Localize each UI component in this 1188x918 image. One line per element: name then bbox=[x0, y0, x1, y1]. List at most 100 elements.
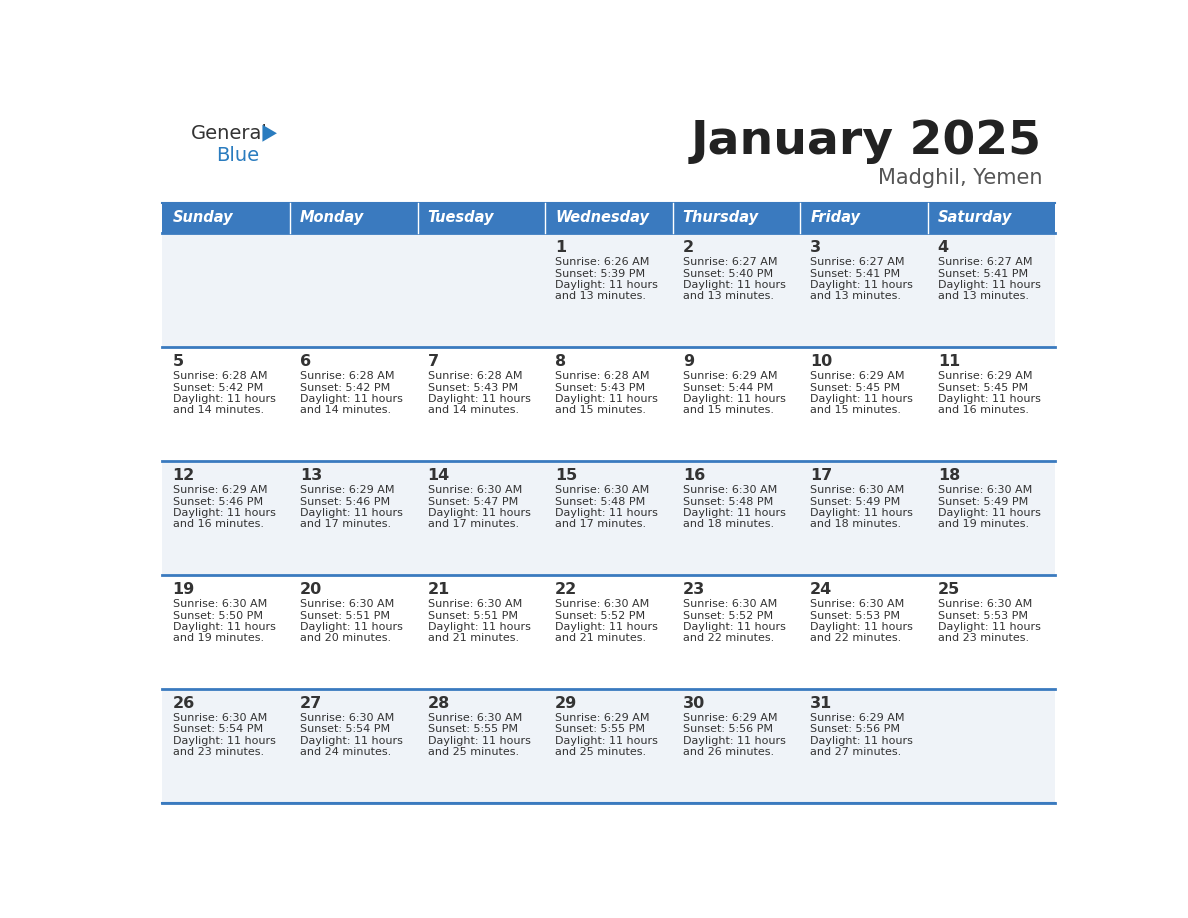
Text: Sunrise: 6:30 AM: Sunrise: 6:30 AM bbox=[683, 485, 777, 495]
Text: Daylight: 11 hours: Daylight: 11 hours bbox=[683, 621, 785, 632]
Text: 7: 7 bbox=[428, 354, 438, 369]
Text: Sunset: 5:54 PM: Sunset: 5:54 PM bbox=[172, 724, 263, 734]
Bar bbox=[545, 203, 672, 233]
Text: and 17 minutes.: and 17 minutes. bbox=[301, 520, 391, 530]
Text: Sunset: 5:43 PM: Sunset: 5:43 PM bbox=[428, 383, 518, 393]
Text: Sunrise: 6:30 AM: Sunrise: 6:30 AM bbox=[428, 713, 522, 723]
Text: 9: 9 bbox=[683, 354, 694, 369]
Text: Sunrise: 6:30 AM: Sunrise: 6:30 AM bbox=[555, 485, 650, 495]
Text: Sunrise: 6:30 AM: Sunrise: 6:30 AM bbox=[172, 713, 267, 723]
Text: Sunrise: 6:30 AM: Sunrise: 6:30 AM bbox=[428, 599, 522, 610]
Text: Daylight: 11 hours: Daylight: 11 hours bbox=[555, 621, 658, 632]
Bar bbox=[928, 203, 1055, 233]
Text: Sunset: 5:40 PM: Sunset: 5:40 PM bbox=[683, 269, 773, 279]
Text: Daylight: 11 hours: Daylight: 11 hours bbox=[810, 508, 914, 518]
Text: Sunset: 5:42 PM: Sunset: 5:42 PM bbox=[301, 383, 391, 393]
Text: 22: 22 bbox=[555, 582, 577, 598]
Text: 21: 21 bbox=[428, 582, 450, 598]
Text: 10: 10 bbox=[810, 354, 833, 369]
Text: and 17 minutes.: and 17 minutes. bbox=[428, 520, 519, 530]
Bar bbox=[801, 203, 928, 233]
Text: Sunset: 5:51 PM: Sunset: 5:51 PM bbox=[428, 610, 518, 621]
Text: Daylight: 11 hours: Daylight: 11 hours bbox=[301, 508, 403, 518]
Text: Sunset: 5:48 PM: Sunset: 5:48 PM bbox=[555, 497, 645, 507]
Bar bbox=[163, 576, 1055, 689]
Text: Sunrise: 6:30 AM: Sunrise: 6:30 AM bbox=[810, 599, 904, 610]
Text: Daylight: 11 hours: Daylight: 11 hours bbox=[555, 736, 658, 745]
Text: Sunrise: 6:29 AM: Sunrise: 6:29 AM bbox=[937, 371, 1032, 381]
Text: and 16 minutes.: and 16 minutes. bbox=[172, 520, 264, 530]
Text: Sunday: Sunday bbox=[172, 210, 233, 226]
Text: Sunset: 5:45 PM: Sunset: 5:45 PM bbox=[937, 383, 1028, 393]
Text: Sunset: 5:51 PM: Sunset: 5:51 PM bbox=[301, 610, 390, 621]
Text: and 25 minutes.: and 25 minutes. bbox=[555, 747, 646, 757]
Text: and 26 minutes.: and 26 minutes. bbox=[683, 747, 773, 757]
Text: and 15 minutes.: and 15 minutes. bbox=[810, 406, 902, 415]
Text: and 27 minutes.: and 27 minutes. bbox=[810, 747, 902, 757]
Bar bbox=[163, 233, 1055, 347]
Text: Sunset: 5:50 PM: Sunset: 5:50 PM bbox=[172, 610, 263, 621]
Text: 13: 13 bbox=[301, 468, 322, 483]
Text: and 13 minutes.: and 13 minutes. bbox=[937, 291, 1029, 301]
Text: Daylight: 11 hours: Daylight: 11 hours bbox=[172, 736, 276, 745]
Text: Daylight: 11 hours: Daylight: 11 hours bbox=[428, 394, 531, 404]
Text: General: General bbox=[191, 124, 268, 143]
Text: and 22 minutes.: and 22 minutes. bbox=[810, 633, 902, 644]
Text: Sunset: 5:45 PM: Sunset: 5:45 PM bbox=[810, 383, 901, 393]
Text: 11: 11 bbox=[937, 354, 960, 369]
Text: 8: 8 bbox=[555, 354, 567, 369]
Text: and 14 minutes.: and 14 minutes. bbox=[428, 406, 519, 415]
Text: Daylight: 11 hours: Daylight: 11 hours bbox=[301, 394, 403, 404]
Text: Daylight: 11 hours: Daylight: 11 hours bbox=[937, 394, 1041, 404]
Text: and 16 minutes.: and 16 minutes. bbox=[937, 406, 1029, 415]
Text: and 13 minutes.: and 13 minutes. bbox=[810, 291, 902, 301]
Text: Daylight: 11 hours: Daylight: 11 hours bbox=[555, 280, 658, 290]
Text: Sunrise: 6:29 AM: Sunrise: 6:29 AM bbox=[301, 485, 394, 495]
Text: and 13 minutes.: and 13 minutes. bbox=[683, 291, 773, 301]
Text: 12: 12 bbox=[172, 468, 195, 483]
Text: Daylight: 11 hours: Daylight: 11 hours bbox=[428, 736, 531, 745]
Text: Friday: Friday bbox=[810, 210, 860, 226]
Text: Sunset: 5:54 PM: Sunset: 5:54 PM bbox=[301, 724, 390, 734]
Text: 29: 29 bbox=[555, 696, 577, 711]
Text: Sunset: 5:46 PM: Sunset: 5:46 PM bbox=[172, 497, 263, 507]
Text: Sunset: 5:41 PM: Sunset: 5:41 PM bbox=[810, 269, 901, 279]
Text: 30: 30 bbox=[683, 696, 704, 711]
Text: and 25 minutes.: and 25 minutes. bbox=[428, 747, 519, 757]
Text: Sunrise: 6:28 AM: Sunrise: 6:28 AM bbox=[428, 371, 522, 381]
Text: Sunset: 5:55 PM: Sunset: 5:55 PM bbox=[555, 724, 645, 734]
Text: Sunrise: 6:29 AM: Sunrise: 6:29 AM bbox=[172, 485, 267, 495]
Text: and 18 minutes.: and 18 minutes. bbox=[810, 520, 902, 530]
Text: and 22 minutes.: and 22 minutes. bbox=[683, 633, 773, 644]
Bar bbox=[290, 203, 417, 233]
Polygon shape bbox=[263, 125, 277, 141]
Text: Daylight: 11 hours: Daylight: 11 hours bbox=[810, 394, 914, 404]
Text: Sunset: 5:39 PM: Sunset: 5:39 PM bbox=[555, 269, 645, 279]
Text: 15: 15 bbox=[555, 468, 577, 483]
Text: January 2025: January 2025 bbox=[691, 119, 1042, 164]
Text: Sunrise: 6:30 AM: Sunrise: 6:30 AM bbox=[937, 485, 1032, 495]
Text: Daylight: 11 hours: Daylight: 11 hours bbox=[555, 394, 658, 404]
Text: and 15 minutes.: and 15 minutes. bbox=[555, 406, 646, 415]
Text: Saturday: Saturday bbox=[937, 210, 1012, 226]
Text: Daylight: 11 hours: Daylight: 11 hours bbox=[937, 621, 1041, 632]
Text: Daylight: 11 hours: Daylight: 11 hours bbox=[301, 736, 403, 745]
Text: 28: 28 bbox=[428, 696, 450, 711]
Text: 5: 5 bbox=[172, 354, 184, 369]
Text: Sunrise: 6:29 AM: Sunrise: 6:29 AM bbox=[683, 371, 777, 381]
Text: and 19 minutes.: and 19 minutes. bbox=[937, 520, 1029, 530]
Text: Sunset: 5:41 PM: Sunset: 5:41 PM bbox=[937, 269, 1028, 279]
Text: Sunset: 5:52 PM: Sunset: 5:52 PM bbox=[683, 610, 773, 621]
Text: and 19 minutes.: and 19 minutes. bbox=[172, 633, 264, 644]
Text: Daylight: 11 hours: Daylight: 11 hours bbox=[937, 508, 1041, 518]
Text: 17: 17 bbox=[810, 468, 833, 483]
Bar bbox=[163, 689, 1055, 803]
Text: 3: 3 bbox=[810, 241, 821, 255]
Text: Daylight: 11 hours: Daylight: 11 hours bbox=[683, 508, 785, 518]
Text: Sunrise: 6:28 AM: Sunrise: 6:28 AM bbox=[172, 371, 267, 381]
Bar bbox=[672, 203, 801, 233]
Text: Sunrise: 6:30 AM: Sunrise: 6:30 AM bbox=[683, 599, 777, 610]
Text: Daylight: 11 hours: Daylight: 11 hours bbox=[172, 394, 276, 404]
Text: Sunset: 5:53 PM: Sunset: 5:53 PM bbox=[810, 610, 901, 621]
Text: Sunrise: 6:30 AM: Sunrise: 6:30 AM bbox=[172, 599, 267, 610]
